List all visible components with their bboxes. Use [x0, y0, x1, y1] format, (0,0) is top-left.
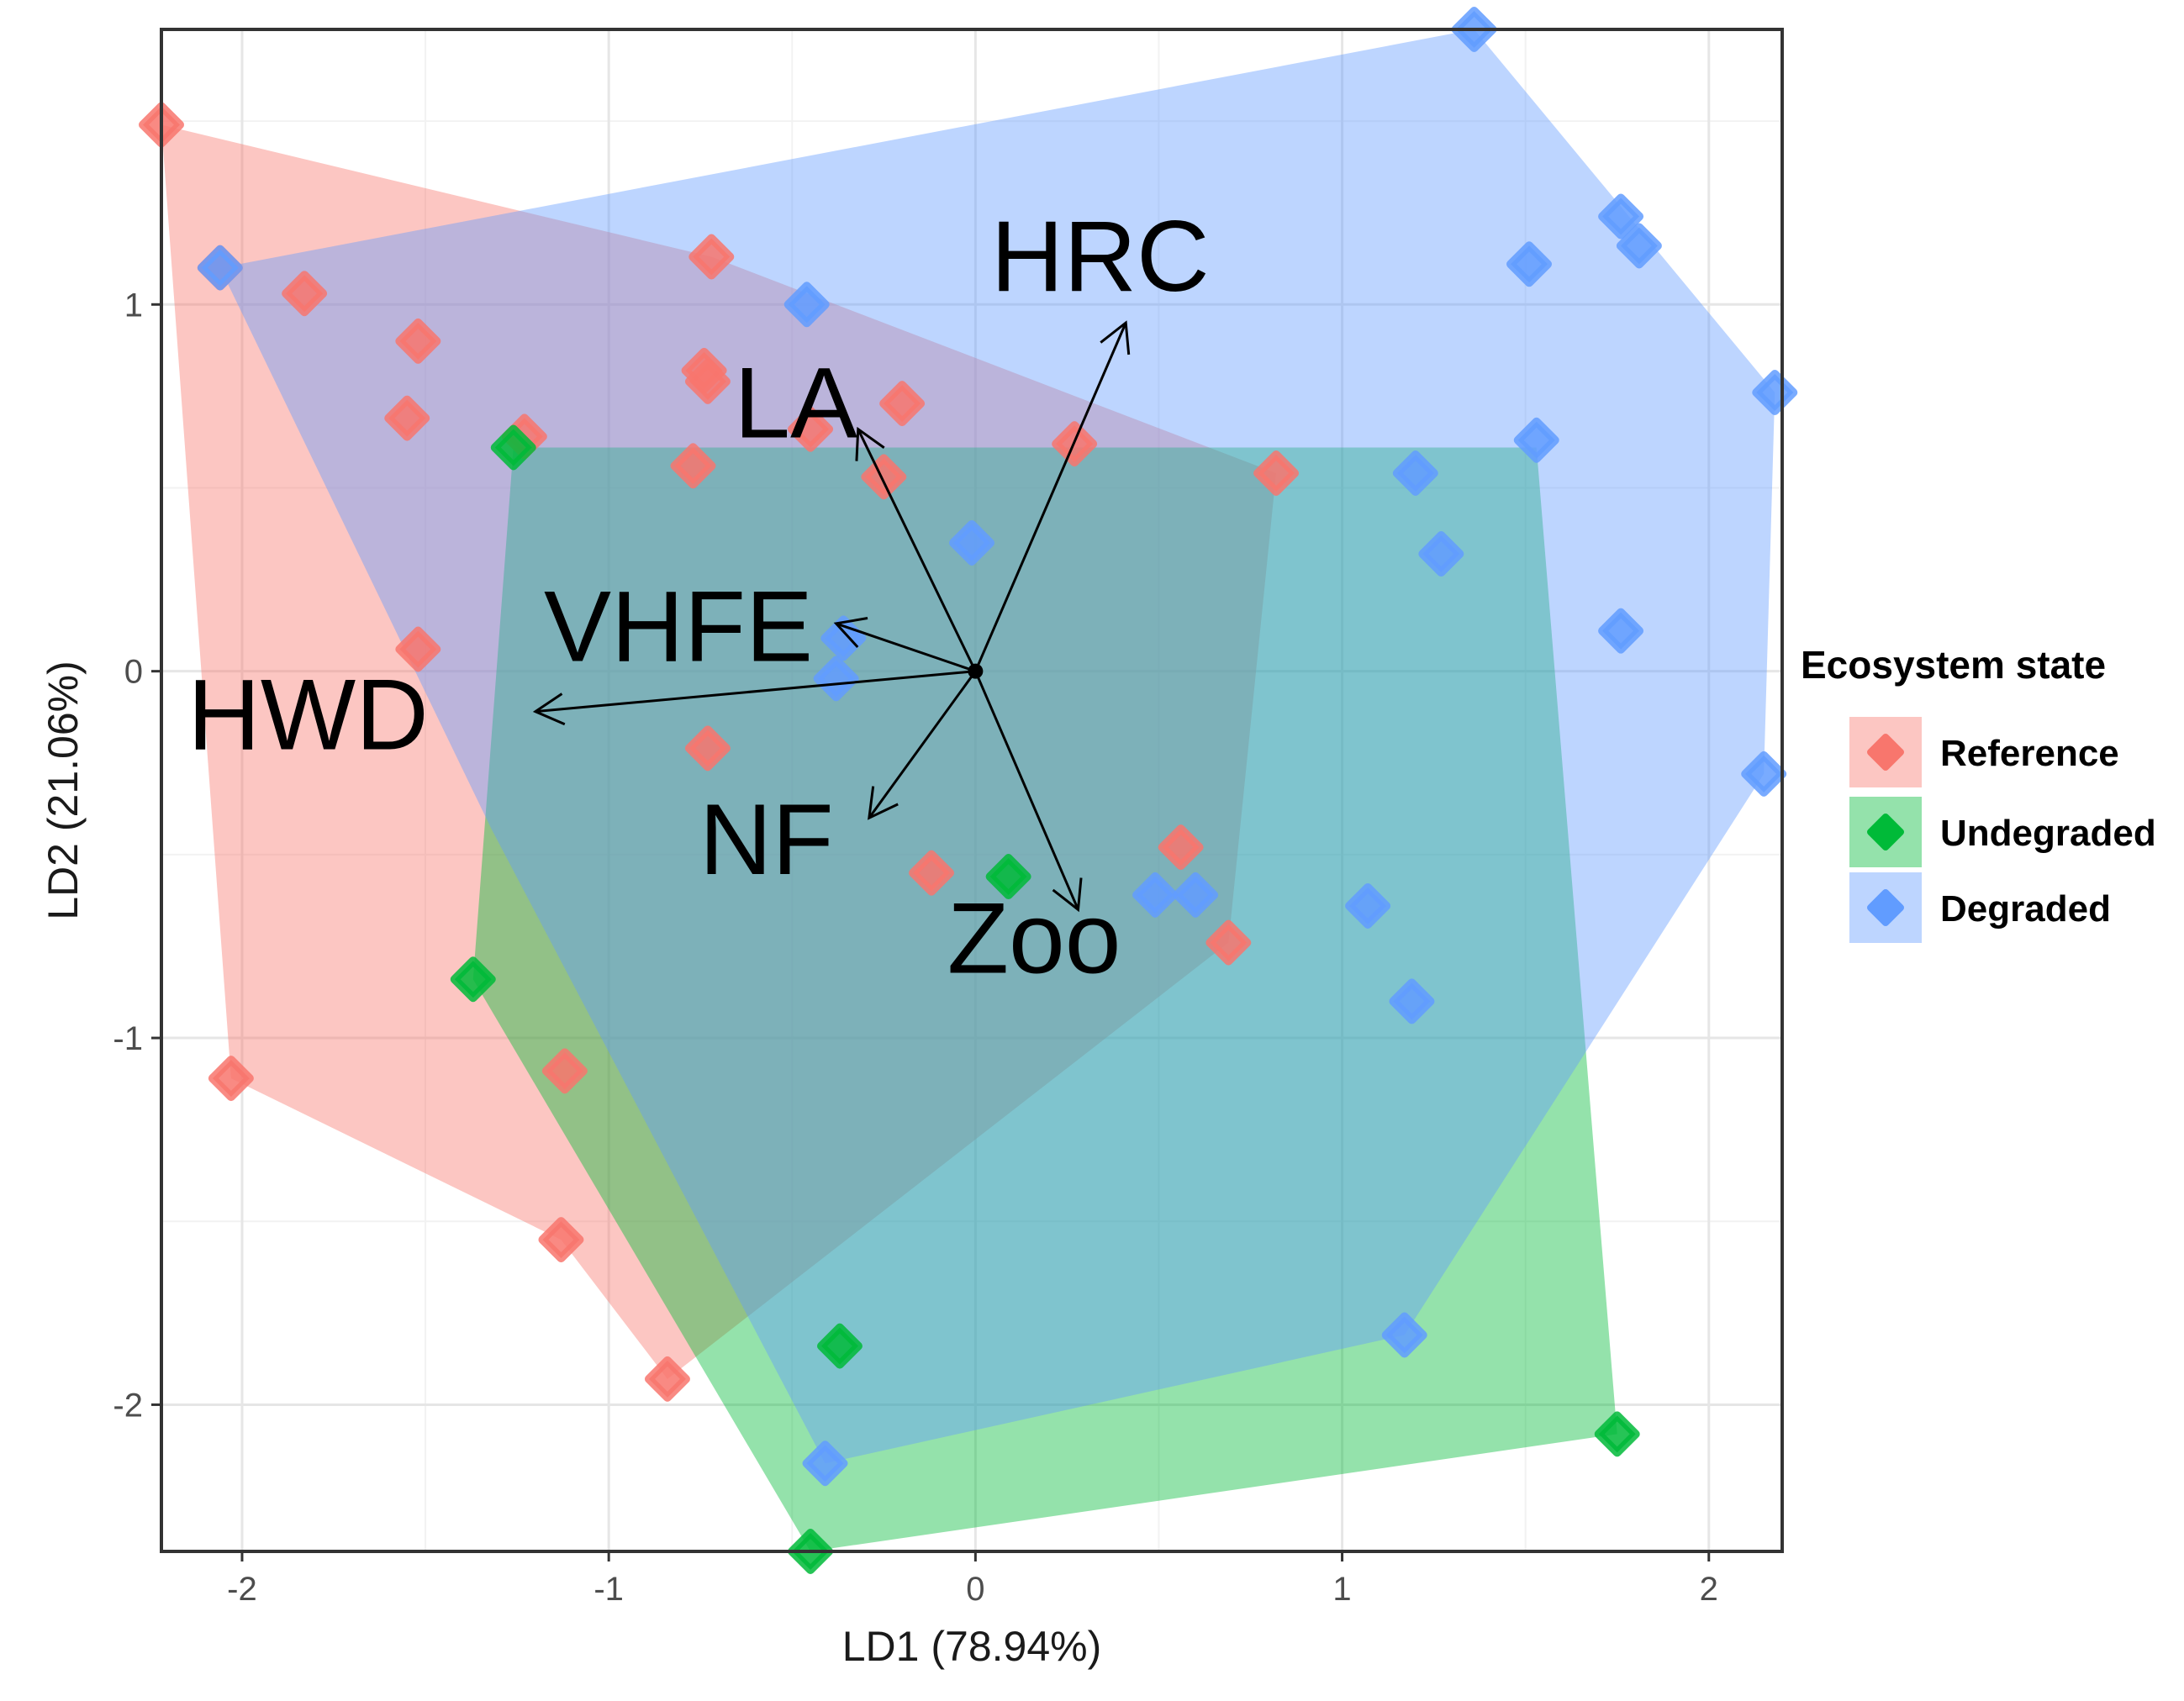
legend: Ecosystem state Reference Undegraded Degra…: [1801, 643, 2156, 943]
vector-label-hrc: HRC: [991, 200, 1210, 313]
x-axis-title: LD1 (78.94%): [842, 1623, 1102, 1670]
point-degraded: [197, 245, 243, 291]
x-tick-label: 0: [966, 1571, 984, 1608]
legend-marker-reference: [1867, 734, 1904, 771]
point-degraded: [1598, 193, 1644, 240]
point-degraded: [1389, 978, 1435, 1024]
axis-ticks: -2 -1 0 1 2 -2 -1 0 1: [113, 287, 1717, 1608]
x-tick-label: 2: [1700, 1571, 1718, 1608]
hull-undegraded: [472, 447, 1617, 1551]
point-degraded: [1173, 872, 1219, 918]
point-reference: [384, 395, 430, 441]
point-reference: [395, 626, 441, 672]
point-undegraded: [985, 854, 1031, 900]
vector-label-zoo: Zoo: [947, 882, 1121, 995]
point-degraded: [1616, 223, 1662, 269]
point-undegraded: [816, 1323, 863, 1369]
vector-hrc: [973, 322, 1127, 672]
vector-arrowhead: [868, 786, 899, 820]
point-reference: [684, 725, 731, 772]
point-reference: [395, 318, 441, 364]
legend-title: Ecosystem state: [1801, 643, 2106, 687]
vector-label-hwd: HWD: [187, 658, 429, 771]
point-reference: [909, 850, 955, 896]
point-degraded: [1513, 417, 1559, 463]
y-tick-label: 1: [124, 287, 143, 324]
point-reference: [788, 406, 834, 452]
legend-marker-undegraded: [1867, 814, 1904, 850]
legend-label-undegraded: Undegraded: [1940, 813, 2156, 854]
vector-label-vhfe: VHFE: [544, 571, 813, 683]
vector-arrowhead: [855, 426, 885, 461]
point-degraded: [1598, 608, 1644, 654]
legend-label-reference: Reference: [1940, 733, 2119, 774]
point-reference: [1158, 824, 1204, 871]
vector-hwd: [535, 670, 976, 714]
point-degraded: [783, 282, 830, 328]
x-tick-label: 1: [1332, 1571, 1351, 1608]
x-tick-label: -1: [593, 1571, 624, 1608]
data-points: [139, 7, 1798, 1574]
point-degraded: [1752, 370, 1798, 416]
point-undegraded: [1594, 1411, 1640, 1457]
hull-degraded: [219, 29, 1775, 1464]
loading-vectors: HRC LA VHFE HWD NF Zoo: [187, 200, 1209, 995]
point-reference: [541, 1048, 588, 1094]
legend-marker-degraded: [1867, 889, 1904, 926]
y-tick-label: 0: [124, 654, 143, 691]
legend-label-degraded: Degraded: [1940, 888, 2111, 929]
point-degraded: [1418, 531, 1464, 577]
point-reference: [282, 271, 328, 317]
point-reference: [1205, 919, 1252, 966]
vector-arrowhead: [1052, 877, 1083, 913]
point-degraded: [1132, 872, 1179, 918]
point-degraded: [1381, 1312, 1427, 1358]
point-reference: [1253, 450, 1300, 497]
point-degraded: [1392, 450, 1438, 497]
y-tick-label: -1: [113, 1020, 143, 1057]
vector-nf: [868, 670, 977, 819]
point-reference: [670, 443, 716, 489]
vector-vhfe: [836, 622, 976, 673]
vector-la: [857, 429, 977, 672]
point-reference: [684, 358, 731, 404]
point-reference: [861, 454, 907, 500]
y-axis-title: LD2 (21.06%): [40, 661, 87, 920]
vector-arrowhead: [532, 693, 566, 726]
vector-label-la: LA: [734, 347, 857, 460]
point-reference: [538, 1217, 584, 1263]
point-degraded: [813, 656, 859, 702]
vector-label-nf: NF: [699, 783, 834, 896]
point-reference: [879, 381, 926, 427]
point-reference: [208, 1056, 254, 1102]
vector-origin: [968, 663, 984, 679]
y-tick-label: -2: [113, 1387, 143, 1424]
vector-arrowhead: [833, 617, 868, 648]
point-degraded: [802, 1440, 848, 1487]
point-degraded: [1741, 750, 1787, 797]
point-reference: [688, 234, 735, 280]
point-reference: [644, 1356, 690, 1402]
x-tick-label: -2: [227, 1571, 257, 1608]
panel-border: [160, 28, 1784, 1553]
point-degraded: [1506, 241, 1553, 287]
point-undegraded: [490, 424, 536, 471]
point-degraded: [1345, 882, 1391, 929]
point-degraded: [949, 519, 994, 566]
vector-zoo: [973, 671, 1079, 910]
grid: [161, 29, 1782, 1551]
vector-arrowhead: [1100, 320, 1131, 355]
point-undegraded: [450, 956, 496, 1003]
